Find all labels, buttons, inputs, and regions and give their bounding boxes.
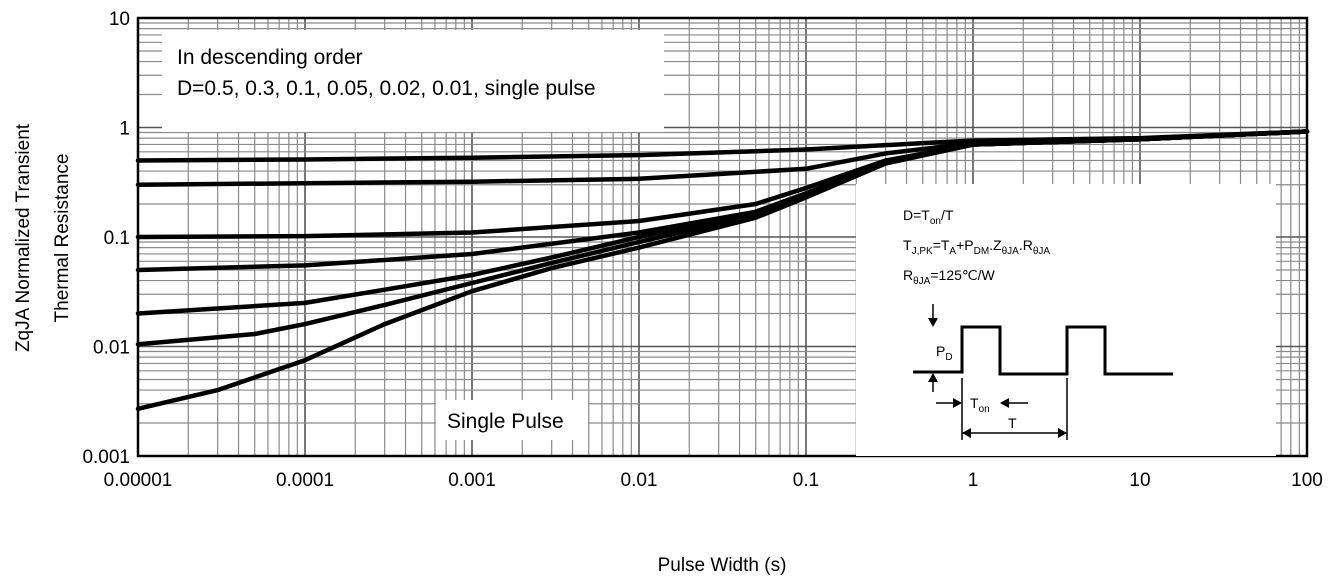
legend-box xyxy=(162,30,664,132)
formula-duty-main: D=T xyxy=(903,207,930,223)
pd-arrowhead-bottom xyxy=(928,373,938,382)
y-tick-label: 0.01 xyxy=(93,338,130,359)
x-tick-label: 10 xyxy=(1129,470,1150,491)
period-arrowhead-right xyxy=(1058,428,1067,438)
x-tick-label: 0.01 xyxy=(621,470,658,491)
y-tick-label: 0.001 xyxy=(82,447,130,468)
x-axis-title: Pulse Width (s) xyxy=(658,555,787,576)
f2-d: .Z xyxy=(989,237,1002,253)
period-arrowhead-left xyxy=(962,428,971,438)
f2-d-sub: θJA xyxy=(1002,246,1020,257)
inset-panel: D=Ton/T TJ,PK=TA+PDM.ZθJA.RθJA RθJA=125℃… xyxy=(856,184,1276,456)
formula-junction-temp: TJ,PK=TA+PDM.ZθJA.RθJA xyxy=(903,237,1050,257)
single-pulse-label: Single Pulse xyxy=(447,410,564,433)
period-label: T xyxy=(1008,415,1017,431)
f3-b: =125℃/W xyxy=(930,267,995,283)
x-tick-label: 1 xyxy=(968,470,979,491)
f2-c: +P xyxy=(956,237,974,253)
pd-label: PD xyxy=(936,343,953,363)
ton-label: Ton xyxy=(970,395,990,415)
x-tick-label: 0.0001 xyxy=(276,470,334,491)
pd-arrowhead-top xyxy=(928,318,938,327)
pd-main: P xyxy=(936,343,945,359)
curve-1 xyxy=(135,129,1310,163)
y-axis-title-line-1: ZqJA Normalized Transient xyxy=(13,123,34,352)
formula-duty-sub: on xyxy=(930,216,941,227)
curves xyxy=(135,129,1310,412)
legend-line-1: In descending order xyxy=(177,46,363,69)
inset-box xyxy=(856,184,1276,456)
y-tick-label: 0.1 xyxy=(104,228,130,249)
y-tick-label: 10 xyxy=(109,9,130,30)
ton-main: T xyxy=(970,395,979,411)
curve-7 xyxy=(135,129,1310,412)
x-tick-label: 100 xyxy=(1291,470,1323,491)
x-tick-label: 0.00001 xyxy=(104,470,173,491)
formula-duty-cycle: D=Ton/T xyxy=(903,207,954,227)
f2-e: .R xyxy=(1019,237,1033,253)
ton-arrowhead-right xyxy=(1000,398,1009,408)
f3-a: R xyxy=(903,267,913,283)
pd-sub: D xyxy=(945,352,952,363)
f3-a-sub: θJA xyxy=(913,276,931,287)
x-tick-label: 0.001 xyxy=(448,470,496,491)
ton-arrowhead-left xyxy=(953,398,962,408)
f2-c-sub: DM xyxy=(974,246,990,257)
y-axis-title-line-2: Thermal Resistance xyxy=(52,154,73,323)
formula-thermal-resistance: RθJA=125℃/W xyxy=(903,267,996,287)
plot-frame xyxy=(136,16,1309,458)
y-tick-label: 1 xyxy=(119,119,130,140)
f2-b: =T xyxy=(933,237,950,253)
ton-sub: on xyxy=(979,404,990,415)
f2-a: T xyxy=(903,237,912,253)
legend-line-2: D=0.5, 0.3, 0.1, 0.05, 0.02, 0.01, singl… xyxy=(177,77,596,100)
pulse-waveform xyxy=(913,325,1173,376)
f2-b-sub: A xyxy=(949,246,956,257)
x-tick-label: 0.1 xyxy=(793,470,819,491)
x-tick-labels: 0.00001 0.0001 0.001 0.01 0.1 1 10 100 xyxy=(104,470,1323,491)
f2-e-sub: θJA xyxy=(1033,246,1051,257)
y-tick-labels: 0.001 0.01 0.1 1 10 xyxy=(82,9,130,468)
single-pulse-label-box xyxy=(436,400,588,440)
f2-a-sub: J,PK xyxy=(912,246,933,257)
formula-duty-tail: /T xyxy=(941,207,954,223)
